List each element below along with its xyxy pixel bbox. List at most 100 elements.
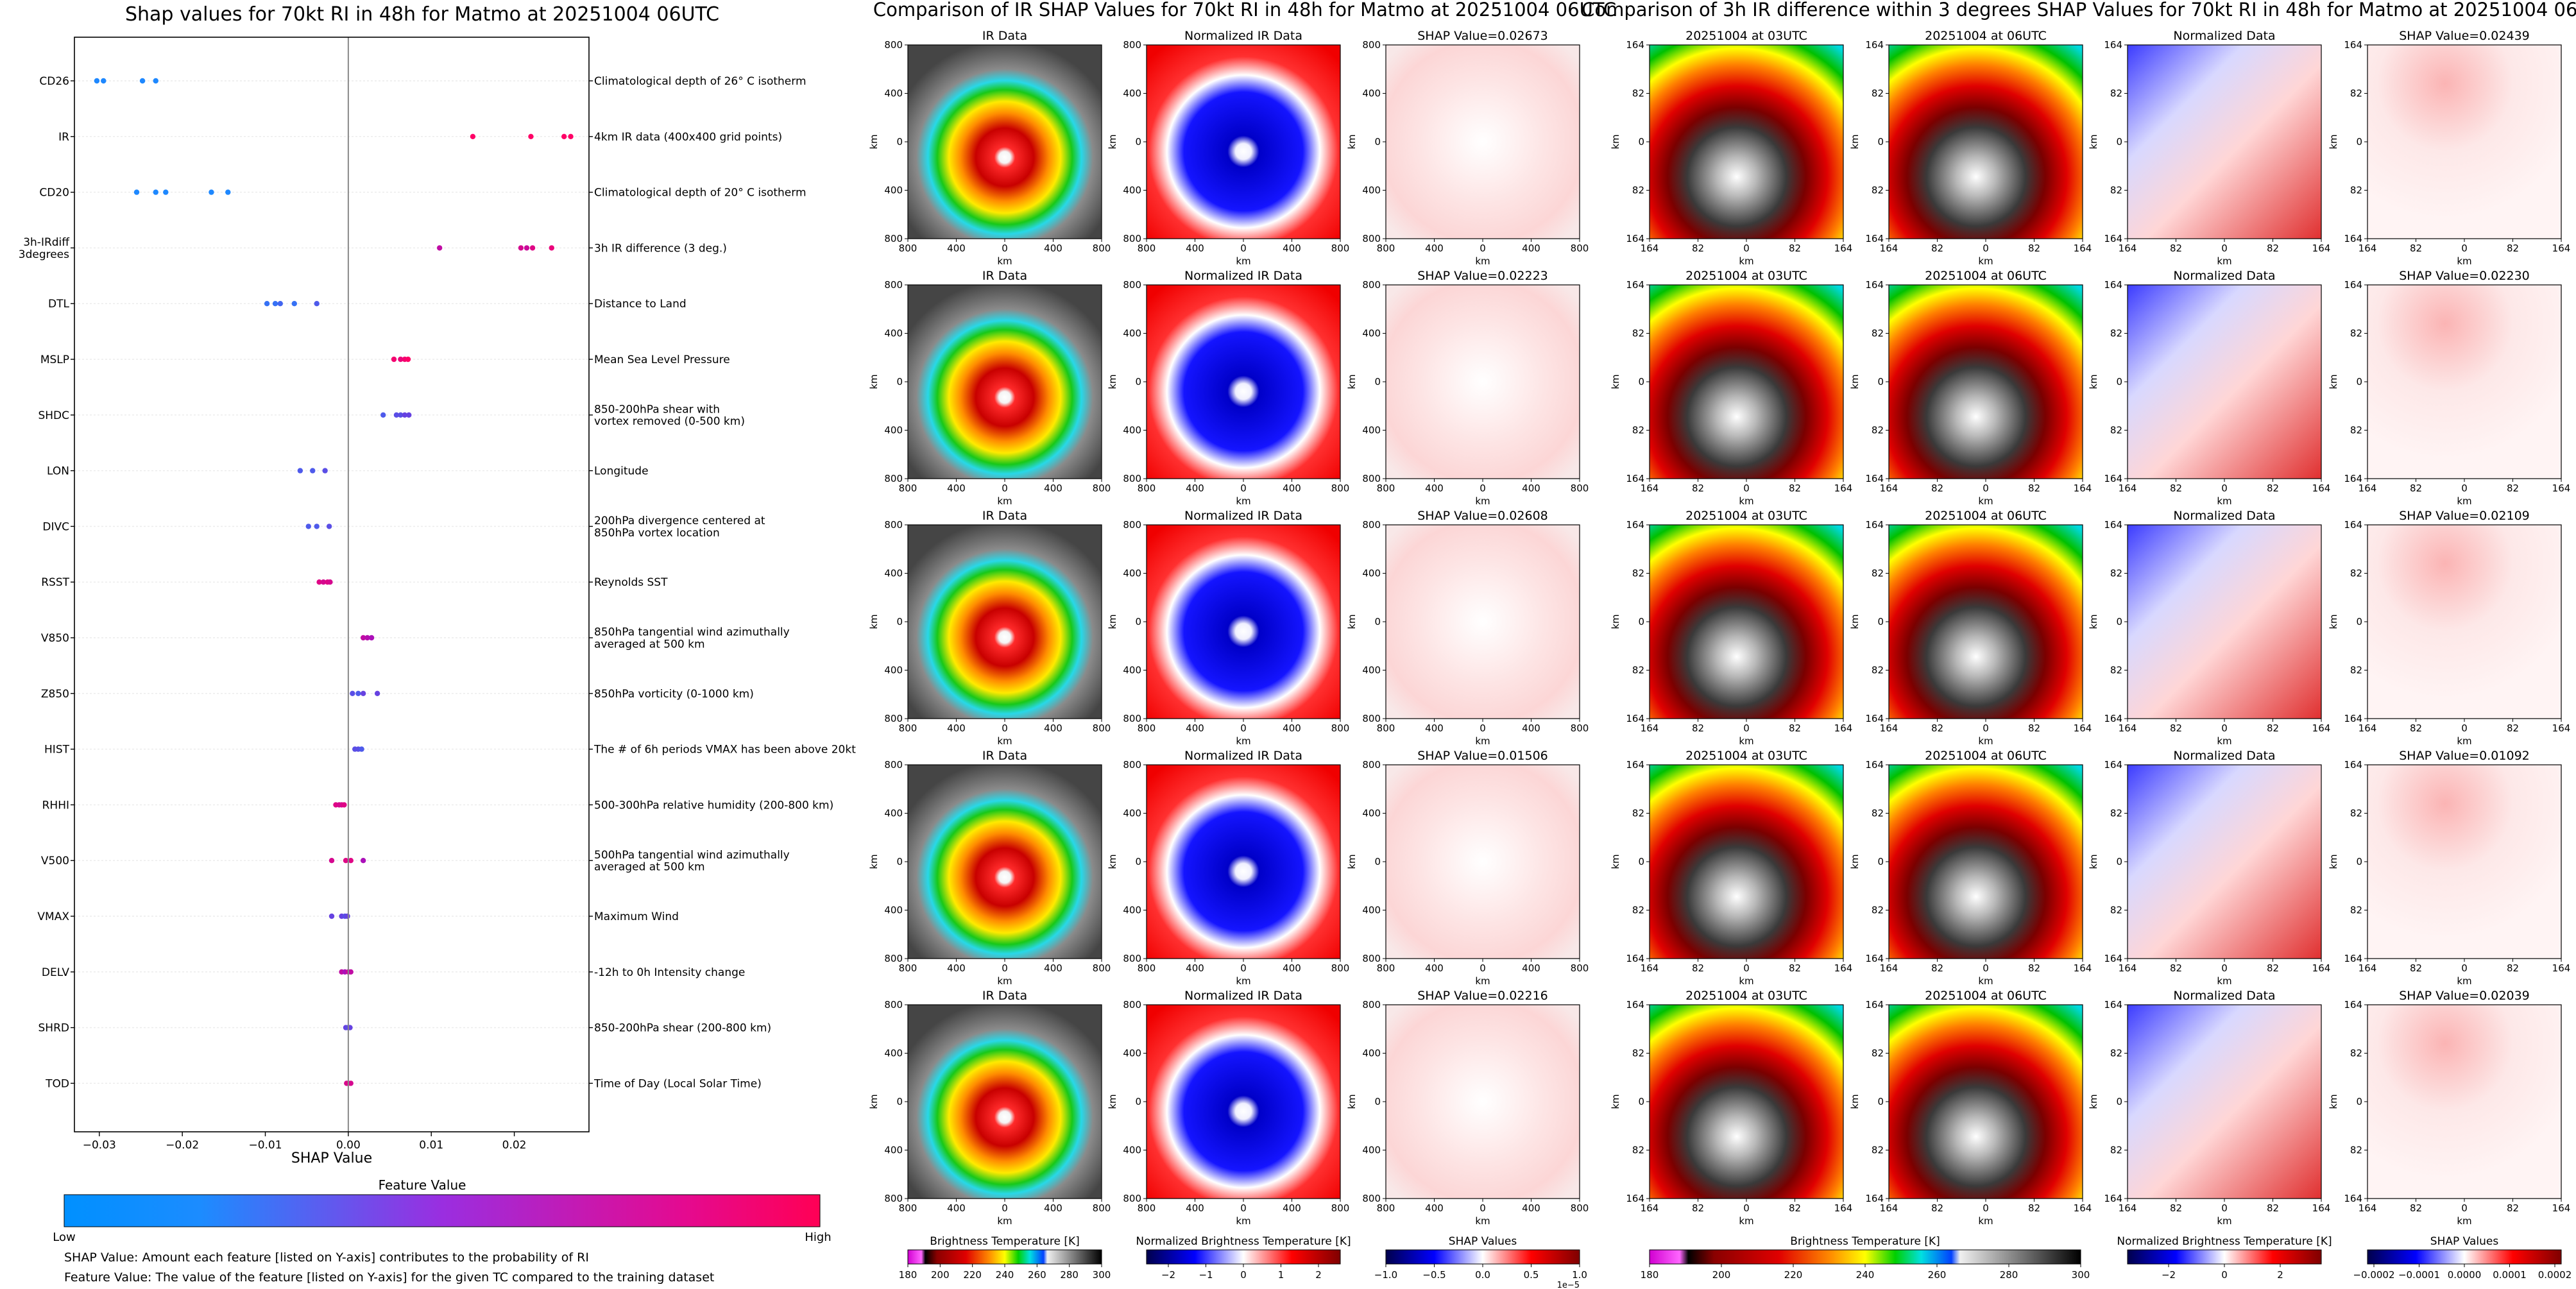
y-axis-label: km [1107, 134, 1118, 149]
x-tick-label: 164 [2074, 722, 2092, 734]
x-tick-label: 164 [1641, 243, 1659, 254]
x-tick-label: 82 [1789, 1202, 1801, 1214]
x-tick-label: 164 [1834, 482, 1853, 494]
y-tick-label: 82 [1632, 328, 1644, 339]
y-axis-label: km [2088, 614, 2099, 629]
feature-label: TOD [45, 1077, 69, 1090]
y-tick-label: 800 [884, 473, 903, 484]
feature-label: DTL [48, 298, 69, 311]
x-axis-label: km [2217, 1215, 2231, 1227]
shap-point [528, 133, 534, 139]
y-tick-label: 82 [2110, 808, 2122, 819]
feature-description: Mean Sea Level Pressure [594, 354, 730, 366]
feature-description: 3h IR difference (3 deg.) [594, 242, 727, 255]
y-tick-label: 82 [1872, 425, 1884, 436]
subplot-title: Normalized Data [2173, 269, 2275, 283]
shap-subplot-title: SHAP Value=0.02039 [2399, 989, 2530, 1003]
y-tick-label: 164 [2344, 519, 2362, 531]
x-tick-label: −0.03 [83, 1139, 116, 1152]
y-tick-label: 82 [1872, 185, 1884, 196]
x-tick-label: 800 [1377, 1202, 1395, 1214]
heatmap-image [907, 524, 1102, 719]
y-tick-label: 0 [1877, 616, 1884, 627]
x-axis-label: km [1739, 255, 1753, 267]
x-axis-label: km [1475, 495, 1490, 507]
shap-point [153, 189, 158, 195]
x-tick-label: 800 [1377, 962, 1395, 974]
colorbar-tick-label: 0.0001 [2493, 1269, 2527, 1281]
y-tick-label: 400 [1362, 425, 1381, 436]
heatmap-image [907, 1004, 1102, 1199]
y-tick-label: 82 [2350, 185, 2362, 196]
x-tick-label: 800 [1093, 722, 1111, 734]
y-tick-label: 0 [2116, 856, 2122, 867]
feature-label: VMAX [37, 910, 69, 923]
heatmap-image [2127, 1004, 2322, 1199]
heatmap-image [2367, 524, 2562, 719]
x-tick-label: 164 [1834, 1202, 1853, 1214]
subplot-title: 20251004 at 06UTC [1925, 749, 2047, 763]
x-tick-label: 164 [2119, 243, 2137, 254]
y-axis-label: km [1107, 854, 1118, 869]
heatmap-image [2127, 284, 2322, 479]
shap-point [568, 133, 574, 139]
colorbar-tick-label: 200 [931, 1269, 950, 1281]
y-tick-label: 0 [1638, 616, 1644, 627]
colorbar [1385, 1249, 1580, 1265]
x-tick-label: 164 [2552, 1202, 2571, 1214]
y-axis-label: km [868, 374, 880, 389]
y-tick-label: 0 [2356, 616, 2362, 627]
y-tick-label: 164 [2344, 953, 2362, 964]
x-tick-label: 164 [2119, 1202, 2137, 1214]
y-tick-label: 82 [1632, 1145, 1644, 1156]
shap-point [470, 133, 476, 139]
summary-xlabel: SHAP Value [291, 1150, 372, 1166]
y-tick-label: 400 [1362, 88, 1381, 99]
x-tick-label: −0.02 [166, 1139, 199, 1152]
x-tick-label: 82 [1931, 962, 1943, 974]
feature-label: V850 [41, 632, 69, 645]
x-tick-label: 800 [1571, 722, 1589, 734]
y-tick-label: 800 [1362, 279, 1381, 291]
x-axis-label: km [1236, 735, 1250, 747]
x-axis-label: km [1739, 495, 1753, 507]
feature-label: DELV [42, 966, 69, 979]
shap-point [94, 78, 100, 84]
x-tick-label: 164 [1880, 1202, 1898, 1214]
shap-point [406, 412, 412, 418]
x-tick-label: 164 [2312, 722, 2331, 734]
y-axis-label: km [1346, 374, 1358, 389]
x-axis-label: km [1475, 735, 1490, 747]
heatmap-image [1146, 284, 1341, 479]
y-tick-label: 164 [1865, 999, 1884, 1011]
y-tick-label: 800 [884, 233, 903, 244]
colorbar-tick-label: 260 [1928, 1269, 1947, 1281]
x-tick-label: 400 [1044, 482, 1062, 494]
x-tick-label: 82 [2410, 722, 2422, 734]
feature-label: IR [58, 131, 69, 144]
y-axis-label: km [1610, 134, 1621, 149]
x-tick-label: 400 [947, 243, 966, 254]
colorbar-title: Feature Value [379, 1177, 466, 1193]
y-tick-label: 82 [1872, 568, 1884, 579]
x-axis-label: km [2217, 255, 2231, 267]
summary-frame [74, 37, 590, 1132]
y-tick-label: 82 [1632, 665, 1644, 676]
colorbar-tick-label: 0.0 [1475, 1269, 1490, 1281]
x-tick-label: 164 [2312, 482, 2331, 494]
shap-point [314, 524, 320, 529]
heatmap-image [2127, 764, 2322, 959]
y-tick-label: 82 [2110, 88, 2122, 99]
feature-description: 200hPa divergence centered at 850hPa vort… [594, 515, 765, 540]
y-tick-label: 800 [1362, 233, 1381, 244]
y-tick-label: 164 [1626, 519, 1644, 531]
y-tick-label: 82 [2350, 905, 2362, 916]
shap-subplot-title: SHAP Value=0.01506 [1417, 749, 1548, 763]
shap-point [360, 858, 366, 864]
feature-description: 850hPa vorticity (0-1000 km) [594, 688, 754, 701]
y-tick-label: 800 [1362, 39, 1381, 51]
heatmap-image [1888, 524, 2083, 719]
x-tick-label: 0 [1240, 722, 1247, 734]
y-tick-label: 82 [1872, 328, 1884, 339]
y-tick-label: 0 [1877, 376, 1884, 388]
